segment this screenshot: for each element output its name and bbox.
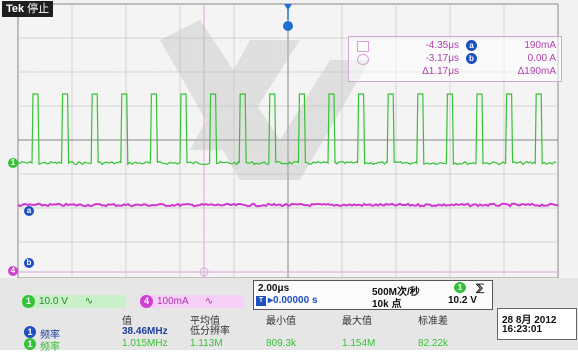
cursor-circle-icon: [357, 54, 369, 65]
channel-1-ground-marker[interactable]: 1: [8, 158, 18, 168]
measurement-2-value: 1.015MHz: [122, 338, 168, 349]
measurement-2-mean: 1.113M: [190, 338, 223, 349]
trigger-source-badge: 1: [454, 282, 466, 293]
horizontal-settings[interactable]: 2.00μs 500M次/秒 1 ⅀ T ▸0.00000 s 10k 点 10…: [253, 280, 493, 310]
graticule-center-axes: [18, 4, 558, 278]
cursor-a-marker[interactable]: a: [24, 206, 34, 216]
measurement-table: 值 平均值 低分辨率 最小值 最大值 标准差 1 频率 38.46MHz 1 频…: [0, 312, 495, 353]
channel-1-settings[interactable]: 1 10.0 V ∿: [22, 295, 126, 308]
brand-logo: Tek: [6, 3, 25, 15]
cursor-b-time: -3.17μs: [425, 53, 459, 64]
cursor-delta-value: Δ190mA: [517, 66, 556, 77]
cursor-readout-row: -4.35μs a 190mA: [349, 39, 561, 52]
channel-4-ground-marker[interactable]: 4: [8, 266, 18, 276]
horizontal-position: ▸0.00000 s: [268, 295, 318, 306]
cursor-b-marker[interactable]: b: [24, 258, 34, 268]
measurement-1-channel-badge: 1: [24, 326, 36, 338]
header-std: 标准差: [418, 316, 448, 327]
status-banner: Tek 停止: [2, 1, 54, 17]
sample-rate: 500M次/秒: [372, 287, 420, 298]
acquisition-state: 停止: [27, 3, 50, 15]
header-value: 值: [122, 316, 132, 327]
cursor-b-badge: b: [466, 53, 477, 64]
trigger-slope-icon: ⅀: [476, 283, 485, 294]
measurement-2-min: 809.3k: [266, 338, 297, 349]
channel-1-coupling-icon: ∿: [84, 296, 94, 307]
channel-4-scale: 100mA: [157, 296, 189, 307]
measurement-2-name[interactable]: 频率: [40, 342, 60, 353]
measurement-2-channel-badge: 1: [24, 338, 36, 350]
channel-1-badge: 1: [22, 295, 35, 308]
channel-1-scale: 10.0 V: [39, 296, 68, 307]
channel-4-badge: 4: [140, 295, 153, 308]
cursor-a-value: 190mA: [524, 40, 556, 51]
bottom-panel: 1 10.0 V ∿ 4 100mA ∿ 2.00μs 500M次/秒 1 ⅀ T …: [0, 278, 578, 353]
header-max: 最大值: [342, 316, 372, 327]
cursor-b-value: 0.00 A: [527, 53, 556, 64]
channel-1-waveform: [17, 93, 557, 166]
trigger-level: 10.2 V: [448, 295, 477, 306]
cursor-readout-row: Δ1.17μs Δ190mA: [349, 65, 561, 78]
channel-4-settings[interactable]: 4 100mA ∿: [140, 295, 244, 308]
date-time-display: 28 8月 2012 16:23:01: [497, 308, 577, 340]
cursor-readout: -4.35μs a 190mA -3.17μs b 0.00 A Δ1.17μs…: [348, 36, 562, 82]
horizontal-position-icon: T: [256, 296, 266, 306]
timebase: 2.00μs: [258, 283, 290, 294]
cursor-lines: [18, 4, 558, 278]
measurement-1-name[interactable]: 频率: [40, 330, 60, 341]
record-length: 10k 点: [372, 299, 402, 310]
cursor-delta-time: Δ1.17μs: [422, 66, 459, 77]
measurement-2-std: 82.22k: [418, 338, 449, 349]
header-low-res: 低分辨率: [190, 326, 230, 337]
measurement-2-max: 1.154M: [342, 338, 376, 349]
trigger-t-icon: [283, 21, 293, 31]
date-text: 28 8月 2012: [502, 315, 557, 326]
header-min: 最小值: [266, 316, 296, 327]
channel-4-waveform: [17, 202, 559, 208]
cursor-a-time: -4.35μs: [425, 40, 459, 51]
cursor-square-icon: [357, 41, 369, 52]
header-mean: 平均值: [190, 316, 220, 327]
time-text: 16:23:01: [502, 324, 543, 335]
measurement-1-value: 38.46MHz: [122, 326, 168, 337]
cursor-a-badge: a: [466, 40, 477, 51]
cursor-readout-row: -3.17μs b 0.00 A: [349, 52, 561, 65]
channel-4-coupling-icon: ∿: [204, 296, 214, 307]
